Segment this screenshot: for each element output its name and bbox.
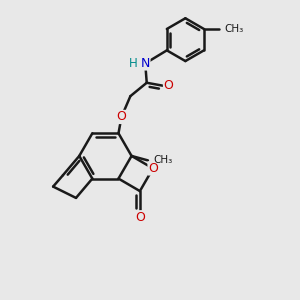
Text: O: O [116, 110, 126, 123]
Text: O: O [135, 211, 145, 224]
Text: CH₃: CH₃ [224, 24, 243, 34]
Text: CH₃: CH₃ [153, 155, 172, 165]
Text: O: O [148, 162, 158, 175]
Text: H: H [128, 57, 137, 70]
Text: N: N [141, 57, 150, 70]
Text: O: O [164, 79, 173, 92]
